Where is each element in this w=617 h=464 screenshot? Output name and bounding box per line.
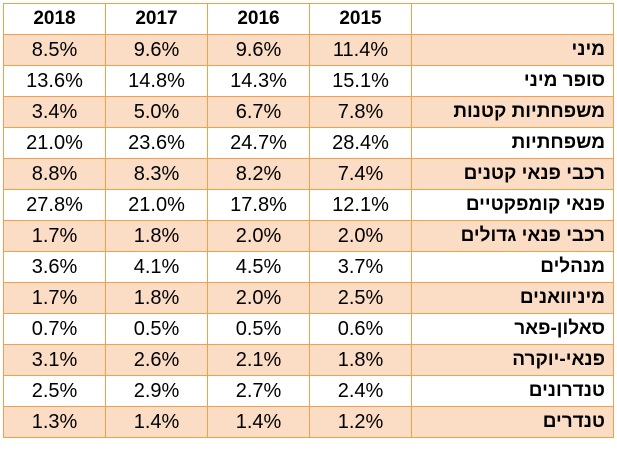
table-row: 1.3% 1.4% 1.4% 1.2% טנדרים (3, 406, 614, 438)
row-label: מיני (411, 34, 614, 66)
value-cell: 1.4% (207, 406, 310, 438)
value-cell: 15.1% (309, 65, 412, 97)
value-cell: 7.4% (309, 158, 412, 190)
value-cell: 8.8% (3, 158, 106, 190)
value-cell: 5.0% (105, 96, 208, 128)
row-label: פנאי-יוקרה (411, 344, 614, 376)
value-cell: 1.3% (3, 406, 106, 438)
row-label: משפחתיות (411, 127, 614, 159)
value-cell: 8.5% (3, 34, 106, 66)
value-cell: 12.1% (309, 189, 412, 221)
value-cell: 28.4% (309, 127, 412, 159)
value-cell: 2.7% (207, 375, 310, 407)
value-cell: 2.1% (207, 344, 310, 376)
value-cell: 0.7% (3, 313, 106, 345)
column-header-year: 2018 (3, 3, 106, 35)
value-cell: 1.2% (309, 406, 412, 438)
value-cell: 8.3% (105, 158, 208, 190)
row-label: סאלון-פאר (411, 313, 614, 345)
table-row: 27.8% 21.0% 17.8% 12.1% פנאי קומפקטיים (3, 189, 614, 221)
table-row: 3.4% 5.0% 6.7% 7.8% משפחתיות קטנות (3, 96, 614, 128)
row-label: משפחתיות קטנות (411, 96, 614, 128)
value-cell: 3.1% (3, 344, 106, 376)
value-cell: 24.7% (207, 127, 310, 159)
column-header-year: 2017 (105, 3, 208, 35)
value-cell: 8.2% (207, 158, 310, 190)
value-cell: 1.8% (309, 344, 412, 376)
header-row: 2018 2017 2016 2015 (3, 3, 614, 35)
table-row: 8.5% 9.6% 9.6% 11.4% מיני (3, 34, 614, 66)
value-cell: 0.6% (309, 313, 412, 345)
value-cell: 2.0% (207, 282, 310, 314)
value-cell: 2.5% (309, 282, 412, 314)
table-row: 0.7% 0.5% 0.5% 0.6% סאלון-פאר (3, 313, 614, 345)
value-cell: 11.4% (309, 34, 412, 66)
table-row: 1.7% 1.8% 2.0% 2.5% מיניוואנים (3, 282, 614, 314)
value-cell: 27.8% (3, 189, 106, 221)
value-cell: 2.9% (105, 375, 208, 407)
value-cell: 3.4% (3, 96, 106, 128)
row-label: רכבי פנאי קטנים (411, 158, 614, 190)
column-header-label (411, 3, 614, 35)
value-cell: 0.5% (207, 313, 310, 345)
column-header-year: 2016 (207, 3, 310, 35)
value-cell: 2.6% (105, 344, 208, 376)
value-cell: 1.7% (3, 220, 106, 252)
row-label: טנדרים (411, 406, 614, 438)
value-cell: 23.6% (105, 127, 208, 159)
value-cell: 4.1% (105, 251, 208, 283)
value-cell: 1.4% (105, 406, 208, 438)
column-header-year: 2015 (309, 3, 412, 35)
value-cell: 21.0% (105, 189, 208, 221)
table-row: 13.6% 14.8% 14.3% 15.1% סופר מיני (3, 65, 614, 97)
row-label: מיניוואנים (411, 282, 614, 314)
value-cell: 6.7% (207, 96, 310, 128)
table-row: 3.1% 2.6% 2.1% 1.8% פנאי-יוקרה (3, 344, 614, 376)
value-cell: 3.6% (3, 251, 106, 283)
value-cell: 0.5% (105, 313, 208, 345)
value-cell: 3.7% (309, 251, 412, 283)
value-cell: 4.5% (207, 251, 310, 283)
row-label: פנאי קומפקטיים (411, 189, 614, 221)
value-cell: 9.6% (207, 34, 310, 66)
market-share-table: 2018 2017 2016 2015 8.5% 9.6% 9.6% 11.4% מיני 13.… (3, 3, 614, 438)
value-cell: 17.8% (207, 189, 310, 221)
value-cell: 2.0% (207, 220, 310, 252)
table-row: 3.6% 4.1% 4.5% 3.7% מנהלים (3, 251, 614, 283)
row-label: סופר מיני (411, 65, 614, 97)
value-cell: 14.3% (207, 65, 310, 97)
value-cell: 2.5% (3, 375, 106, 407)
value-cell: 13.6% (3, 65, 106, 97)
row-label: מנהלים (411, 251, 614, 283)
value-cell: 21.0% (3, 127, 106, 159)
value-cell: 1.8% (105, 220, 208, 252)
value-cell: 1.8% (105, 282, 208, 314)
value-cell: 7.8% (309, 96, 412, 128)
table-row: 1.7% 1.8% 2.0% 2.0% רכבי פנאי גדולים (3, 220, 614, 252)
table-row: 2.5% 2.9% 2.7% 2.4% טנדרונים (3, 375, 614, 407)
value-cell: 9.6% (105, 34, 208, 66)
value-cell: 14.8% (105, 65, 208, 97)
table-row: 21.0% 23.6% 24.7% 28.4% משפחתיות (3, 127, 614, 159)
value-cell: 2.0% (309, 220, 412, 252)
value-cell: 1.7% (3, 282, 106, 314)
row-label: טנדרונים (411, 375, 614, 407)
table-row: 8.8% 8.3% 8.2% 7.4% רכבי פנאי קטנים (3, 158, 614, 190)
row-label: רכבי פנאי גדולים (411, 220, 614, 252)
value-cell: 2.4% (309, 375, 412, 407)
